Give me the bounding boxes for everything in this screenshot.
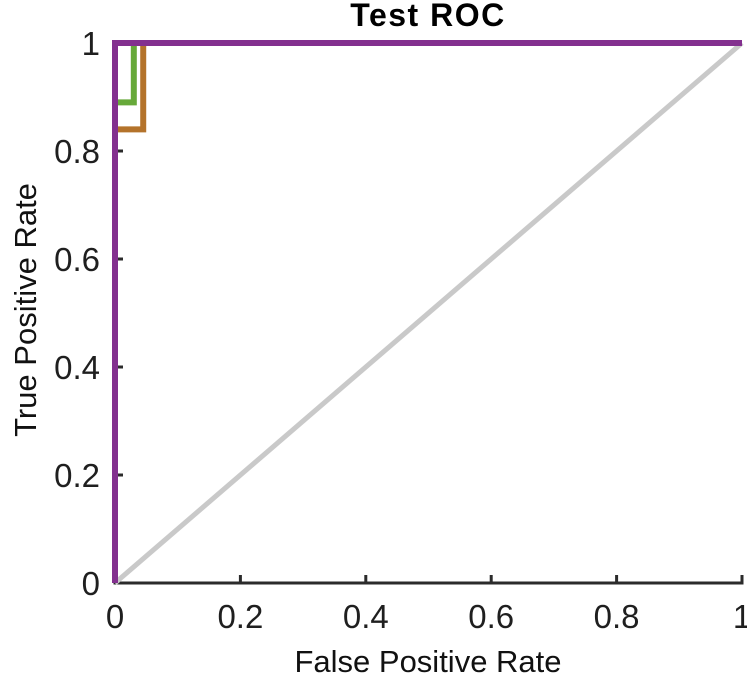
y-tick-label: 0.4: [54, 349, 100, 386]
series-roc-curve-purple: [112, 40, 742, 583]
series: [112, 40, 744, 585]
x-tick-label: 0: [106, 598, 124, 635]
x-axis-label: False Positive Rate: [294, 644, 561, 679]
x-tick-label: 1: [733, 598, 747, 635]
y-axis-label: True Positive Rate: [8, 183, 43, 437]
axes: 0 0.2 0.4 0.6 0.8 1 0 0.2 0.4 0.6 0.8 1: [54, 25, 747, 635]
y-tick-label: 1: [82, 25, 100, 62]
x-tick-label: 0.2: [217, 598, 263, 635]
x-tick-label: 0.4: [343, 598, 389, 635]
y-tick-label: 0: [82, 565, 100, 602]
chart-title: Test ROC: [350, 0, 505, 33]
x-tick-label: 0.6: [468, 598, 514, 635]
series-chance-diagonal: [113, 41, 744, 585]
y-tick-label: 0.8: [54, 133, 100, 170]
y-tick-label: 0.2: [54, 457, 100, 494]
y-tick-label: 0.6: [54, 241, 100, 278]
x-tick-label: 0.8: [594, 598, 640, 635]
